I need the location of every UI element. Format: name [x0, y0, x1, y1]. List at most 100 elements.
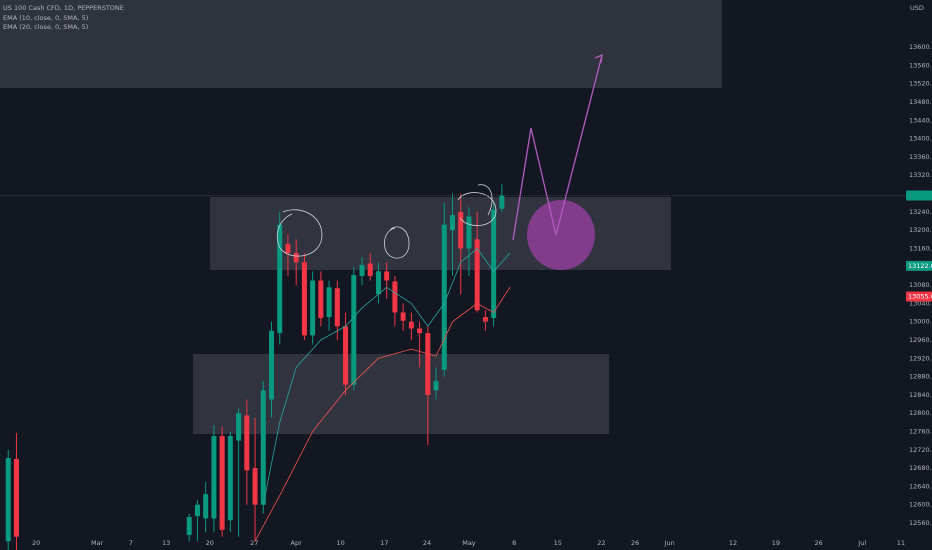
candle-body: [375, 271, 381, 295]
x-tick-label: 10: [336, 539, 344, 547]
candle-body: [466, 216, 472, 249]
y-tick-label: 13080.0: [909, 281, 932, 289]
price-tag-label: 13055.0: [908, 293, 932, 301]
candle-body: [194, 504, 200, 517]
x-tick-label: 24: [423, 539, 431, 547]
y-tick-label: 13000.0: [909, 318, 932, 326]
candle-body: [474, 239, 480, 311]
x-tick-label: 8: [512, 539, 516, 547]
y-tick-label: 13160.0: [909, 244, 932, 252]
x-tick-label: 7: [129, 539, 133, 547]
candle-body: [285, 243, 291, 254]
scribble: [384, 226, 410, 259]
y-tick-label: 12600.0: [909, 501, 932, 509]
price-tag: [906, 190, 932, 201]
y-tick-label: 13440.0: [909, 116, 932, 124]
candle-body: [260, 390, 266, 505]
x-tick-label: Jun: [664, 539, 675, 547]
y-tick-label: 12560.0: [909, 519, 932, 527]
x-tick-label: Jul: [857, 539, 866, 547]
candle-body: [203, 494, 209, 519]
candle-body: [13, 458, 19, 537]
y-tick-label: 12800.0: [909, 409, 932, 417]
x-tick-label: Mar: [91, 539, 104, 547]
y-tick-label: 12840.0: [909, 391, 932, 399]
candle-body: [5, 458, 11, 542]
y-tick-label: 12960.0: [909, 336, 932, 344]
x-tick-label: 27: [250, 539, 258, 547]
x-tick-label: 22: [597, 539, 605, 547]
y-tick-label: 13600.0: [909, 43, 932, 51]
x-tick-label: 13: [162, 539, 170, 547]
y-tick-label: 13040.0: [909, 299, 932, 307]
y-tick-label: 13360.0: [909, 153, 932, 161]
y-tick-label: 13480.0: [909, 98, 932, 106]
candle-body: [367, 263, 373, 276]
projection-path: [512, 54, 603, 241]
zone-top: [0, 0, 722, 88]
ema-line: [262, 247, 511, 505]
legend-entry: EMA (10, close, 0, SMA, 5): [3, 14, 88, 22]
x-tick-label: Apr: [291, 539, 303, 547]
y-tick-label: 13240.0: [909, 208, 932, 216]
candle-body: [417, 328, 423, 334]
candle-body: [491, 209, 497, 319]
candle-body: [384, 271, 390, 281]
y-tick-label: 12680.0: [909, 464, 932, 472]
y-tick-label: 13400.0: [909, 135, 932, 143]
candle-body: [433, 381, 439, 391]
candle-body: [301, 262, 307, 336]
candle-body: [450, 215, 455, 231]
legend-entry: EMA (20, close, 0, SMA, 5): [3, 23, 88, 31]
x-tick-label: May: [462, 539, 476, 547]
chart-title: US 100 Cash CFD, 1D, PEPPERSTONE: [3, 4, 124, 12]
x-tick-label: 26: [631, 539, 639, 547]
x-tick-label: 11: [897, 539, 905, 547]
candle-body: [227, 436, 233, 521]
candle-body: [400, 312, 406, 321]
y-tick-label: 13520.0: [909, 80, 932, 88]
candle-body: [425, 333, 431, 395]
candle-body: [318, 280, 324, 319]
candle-body: [219, 436, 225, 530]
x-tick-label: 17: [380, 539, 388, 547]
scribble: [276, 209, 323, 257]
candle-body: [351, 275, 357, 385]
candle-body: [310, 280, 316, 336]
candle-body: [186, 517, 192, 535]
price-tag: [906, 260, 932, 271]
candle-body: [236, 413, 242, 441]
scribble: [457, 184, 497, 226]
y-tick-label: 13560.0: [909, 61, 932, 69]
y-tick-label: 12640.0: [909, 482, 932, 490]
plot: [5, 184, 511, 550]
annotations: [276, 53, 603, 270]
arrow-head: [594, 53, 603, 64]
y-tick-label: 12880.0: [909, 373, 932, 381]
candle-body: [334, 288, 340, 327]
axis-unit: USD: [910, 4, 924, 12]
candle-body: [293, 253, 299, 263]
x-tick-label: 26: [814, 539, 822, 547]
candle-body: [441, 224, 447, 370]
y-tick-label: 12760.0: [909, 427, 932, 435]
y-tick-label: 12920.0: [909, 354, 932, 362]
candle-body: [211, 436, 217, 519]
candle-body: [499, 195, 505, 209]
candle-body: [458, 211, 464, 249]
candle-body: [252, 468, 258, 505]
x-tick-label: 12: [729, 539, 737, 547]
candle-body: [269, 330, 274, 400]
price-tag-label: 13122.0: [908, 262, 932, 270]
y-tick-label: 13200.0: [909, 226, 932, 234]
candle-body: [244, 415, 250, 471]
candle-body: [408, 321, 414, 329]
candle-body: [482, 317, 488, 322]
y-tick-label: 13320.0: [909, 171, 932, 179]
candle-body: [359, 264, 365, 276]
target-ellipse: [527, 200, 595, 270]
x-tick-label: 19: [772, 539, 780, 547]
y-tick-label: 12720.0: [909, 446, 932, 454]
